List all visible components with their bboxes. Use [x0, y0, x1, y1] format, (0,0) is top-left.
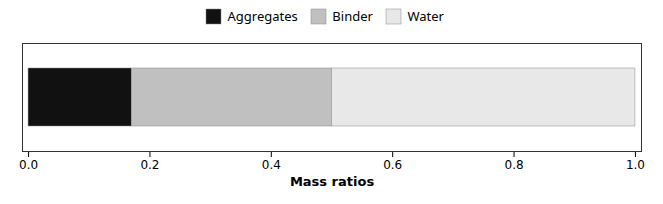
svg-text:0.8: 0.8 [505, 158, 524, 172]
svg-text:0.6: 0.6 [383, 158, 402, 172]
svg-text:1.0: 1.0 [626, 158, 645, 172]
svg-text:0.4: 0.4 [262, 158, 281, 172]
html-text:Aggregates: Aggregates [227, 7, 298, 25]
svg-text:0.2: 0.2 [140, 158, 159, 172]
svg-text:Mass ratios: Mass ratios [290, 173, 374, 188]
svg-text:0.0: 0.0 [19, 158, 38, 172]
html-text:Water: Water [407, 7, 444, 25]
html-text:Binder: Binder [332, 7, 373, 25]
